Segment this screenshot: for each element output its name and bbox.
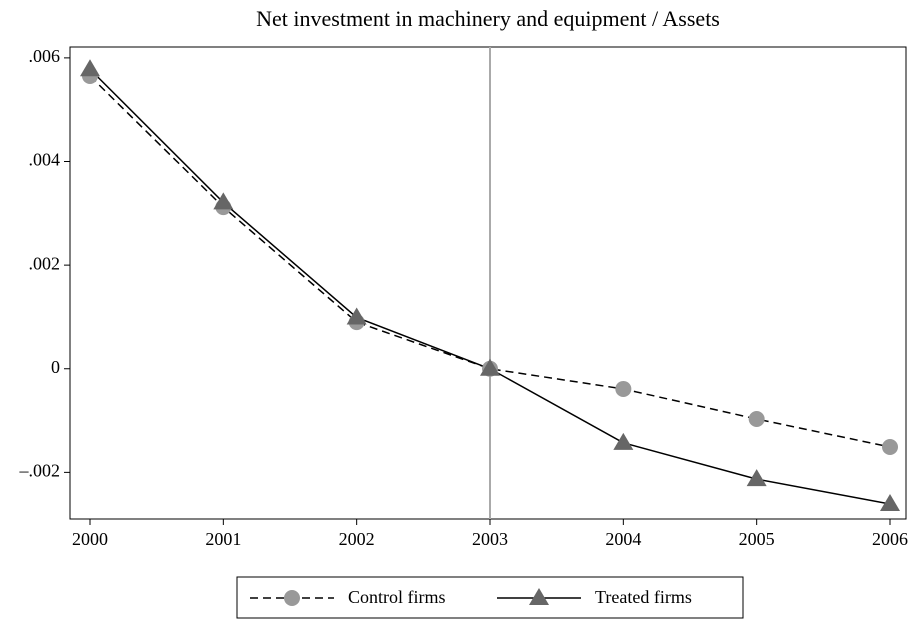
y-tick-label: .006 [29, 46, 61, 66]
x-tick-label: 2002 [339, 529, 375, 549]
legend-label: Control firms [348, 587, 446, 607]
marker [746, 469, 767, 487]
marker [80, 59, 100, 77]
legend-box [236, 576, 744, 619]
legend-marker [529, 588, 549, 605]
marker [748, 411, 765, 428]
x-tick-label: 2001 [205, 529, 241, 549]
y-tick-label: 0 [51, 357, 60, 377]
legend-label: Treated firms [595, 587, 692, 607]
chart-title: Net investment in machinery and equipmen… [256, 6, 720, 31]
y-tick-label: –.002 [19, 460, 61, 480]
x-tick-label: 2006 [872, 529, 908, 549]
x-tick-label: 2000 [72, 529, 108, 549]
marker [613, 432, 634, 450]
marker [880, 493, 900, 511]
marker [213, 192, 234, 210]
x-tick-label: 2003 [472, 529, 508, 549]
x-tick-label: 2004 [605, 529, 641, 549]
marker [615, 380, 632, 397]
x-tick-label: 2005 [739, 529, 775, 549]
marker [882, 438, 898, 455]
plot-frame [69, 46, 907, 520]
legend-marker [284, 590, 300, 606]
y-tick-label: .002 [29, 253, 61, 273]
y-tick-label: .004 [29, 150, 61, 170]
marker [346, 307, 367, 325]
marker [480, 358, 500, 376]
